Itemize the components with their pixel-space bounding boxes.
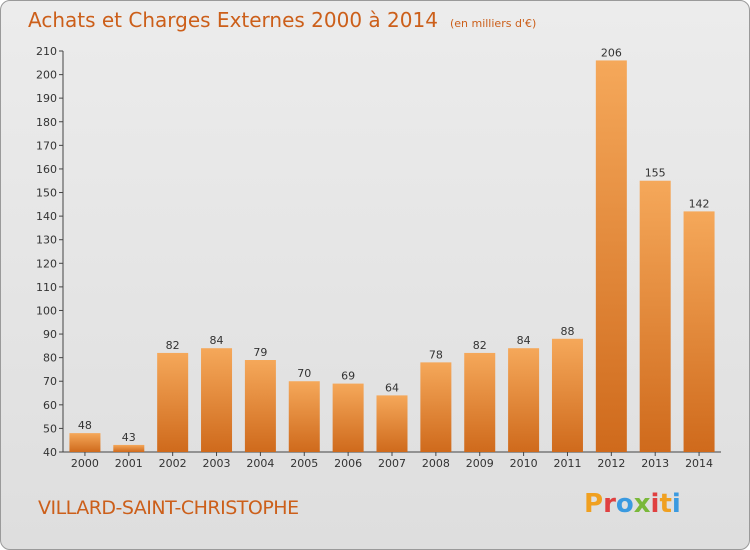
y-tick-label: 80 bbox=[43, 352, 57, 365]
value-label-2009: 82 bbox=[473, 339, 487, 352]
y-tick-label: 100 bbox=[36, 304, 57, 317]
logo-letter: x bbox=[633, 489, 651, 519]
value-label-2012: 206 bbox=[601, 46, 622, 59]
y-tick-label: 130 bbox=[36, 234, 57, 247]
x-tick-label-2006: 2006 bbox=[334, 457, 362, 470]
bars: 48 43 82 84 79 70 69 64 78 82 84 88 206 155 142 bbox=[69, 46, 715, 452]
bar-2006 bbox=[332, 383, 364, 452]
y-tick-label: 140 bbox=[36, 210, 57, 223]
bar-2009 bbox=[464, 352, 496, 452]
x-tick-label-2002: 2002 bbox=[159, 457, 187, 470]
y-tick-label: 180 bbox=[36, 116, 57, 129]
x-tick-label-2003: 2003 bbox=[203, 457, 231, 470]
x-tick-label-2013: 2013 bbox=[641, 457, 669, 470]
bar-2007 bbox=[376, 395, 408, 452]
y-tick-label: 70 bbox=[43, 375, 57, 388]
x-tick-label-2014: 2014 bbox=[685, 457, 713, 470]
logo-letter: i bbox=[671, 489, 681, 519]
value-label-2006: 69 bbox=[341, 370, 355, 383]
bar-2003 bbox=[201, 348, 233, 452]
chart-title: Achats et Charges Externes 2000 à 2014 (e… bbox=[28, 8, 536, 32]
y-tick-label: 200 bbox=[36, 69, 57, 82]
y-tick-label: 160 bbox=[36, 163, 57, 176]
x-tick-label-2007: 2007 bbox=[378, 457, 406, 470]
logo-letter: o bbox=[615, 489, 634, 519]
bar-2010 bbox=[508, 348, 540, 452]
value-label-2001: 43 bbox=[122, 431, 136, 444]
x-tick-label-2000: 2000 bbox=[71, 457, 99, 470]
value-label-2003: 84 bbox=[210, 334, 224, 347]
x-tick-label-2009: 2009 bbox=[466, 457, 494, 470]
bar-2000 bbox=[69, 433, 101, 452]
y-tick-label: 170 bbox=[36, 139, 57, 152]
commune-name: VILLARD-SAINT-CHRISTOPHE bbox=[38, 497, 299, 519]
x-tick-label-2008: 2008 bbox=[422, 457, 450, 470]
logo-letter: i bbox=[650, 489, 660, 519]
x-tick-label-2012: 2012 bbox=[597, 457, 625, 470]
bar-2011 bbox=[551, 338, 583, 452]
y-tick-label: 210 bbox=[36, 45, 57, 58]
bar-2014 bbox=[683, 211, 715, 452]
value-label-2000: 48 bbox=[78, 419, 92, 432]
value-label-2010: 84 bbox=[517, 334, 531, 347]
y-tick-label: 50 bbox=[43, 422, 57, 435]
value-label-2008: 78 bbox=[429, 348, 443, 361]
x-tick-label-2011: 2011 bbox=[553, 457, 581, 470]
value-label-2002: 82 bbox=[166, 339, 180, 352]
logo-letter: P bbox=[584, 489, 604, 519]
bar-2002 bbox=[157, 352, 189, 452]
y-tick-label: 40 bbox=[43, 446, 57, 459]
bar-2005 bbox=[288, 381, 320, 452]
y-tick-label: 110 bbox=[36, 281, 57, 294]
bar-2012 bbox=[595, 60, 627, 452]
value-label-2004: 79 bbox=[253, 346, 267, 359]
y-tick-label: 190 bbox=[36, 92, 57, 105]
bar-2008 bbox=[420, 362, 452, 452]
value-label-2011: 88 bbox=[560, 325, 574, 338]
y-axis: 40 50 60 70 80 90 100 110 120 130 140 150 160 170 180 1… bbox=[36, 45, 64, 459]
proxiti-logo[interactable]: Proxiti bbox=[584, 489, 681, 519]
x-tick-label-2001: 2001 bbox=[115, 457, 143, 470]
logo-letter: t bbox=[659, 489, 672, 519]
y-tick-label: 150 bbox=[36, 187, 57, 200]
value-label-2005: 70 bbox=[297, 367, 311, 380]
value-label-2007: 64 bbox=[385, 381, 399, 394]
y-tick-label: 90 bbox=[43, 328, 57, 341]
x-tick-label-2004: 2004 bbox=[246, 457, 274, 470]
bar-2001 bbox=[113, 444, 145, 452]
y-tick-label: 60 bbox=[43, 399, 57, 412]
bar-2004 bbox=[244, 360, 276, 452]
value-label-2013: 155 bbox=[645, 167, 666, 180]
x-tick-label-2010: 2010 bbox=[510, 457, 538, 470]
chart-title-text: Achats et Charges Externes 2000 à 2014 bbox=[28, 8, 438, 32]
x-axis: 2000 2001 2002 2003 2004 2005 2006 2007 2008 2009… bbox=[63, 451, 721, 470]
value-label-2014: 142 bbox=[689, 197, 710, 210]
x-tick-label-2005: 2005 bbox=[290, 457, 318, 470]
y-tick-label: 120 bbox=[36, 257, 57, 270]
chart-unit: (en milliers d'€) bbox=[449, 17, 537, 30]
bar-2013 bbox=[639, 180, 671, 452]
logo-letter: r bbox=[603, 489, 616, 519]
